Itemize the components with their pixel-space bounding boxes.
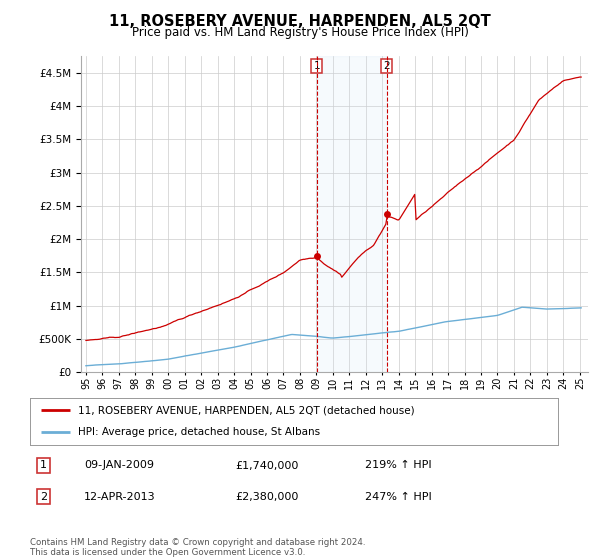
Text: 219% ↑ HPI: 219% ↑ HPI bbox=[365, 460, 431, 470]
Bar bbox=[317, 56, 387, 372]
Text: £1,740,000: £1,740,000 bbox=[235, 460, 299, 470]
Text: 2: 2 bbox=[40, 492, 47, 502]
Text: 1: 1 bbox=[40, 460, 47, 470]
Text: HPI: Average price, detached house, St Albans: HPI: Average price, detached house, St A… bbox=[77, 427, 320, 437]
Text: Contains HM Land Registry data © Crown copyright and database right 2024.
This d: Contains HM Land Registry data © Crown c… bbox=[30, 538, 365, 557]
Text: £2,380,000: £2,380,000 bbox=[235, 492, 299, 502]
Text: 11, ROSEBERY AVENUE, HARPENDEN, AL5 2QT: 11, ROSEBERY AVENUE, HARPENDEN, AL5 2QT bbox=[109, 14, 491, 29]
Text: 12-APR-2013: 12-APR-2013 bbox=[84, 492, 155, 502]
Text: 2: 2 bbox=[383, 60, 390, 71]
Text: 11, ROSEBERY AVENUE, HARPENDEN, AL5 2QT (detached house): 11, ROSEBERY AVENUE, HARPENDEN, AL5 2QT … bbox=[77, 405, 414, 416]
Text: 1: 1 bbox=[314, 60, 320, 71]
Text: Price paid vs. HM Land Registry's House Price Index (HPI): Price paid vs. HM Land Registry's House … bbox=[131, 26, 469, 39]
Text: 09-JAN-2009: 09-JAN-2009 bbox=[84, 460, 154, 470]
Text: 247% ↑ HPI: 247% ↑ HPI bbox=[365, 492, 431, 502]
